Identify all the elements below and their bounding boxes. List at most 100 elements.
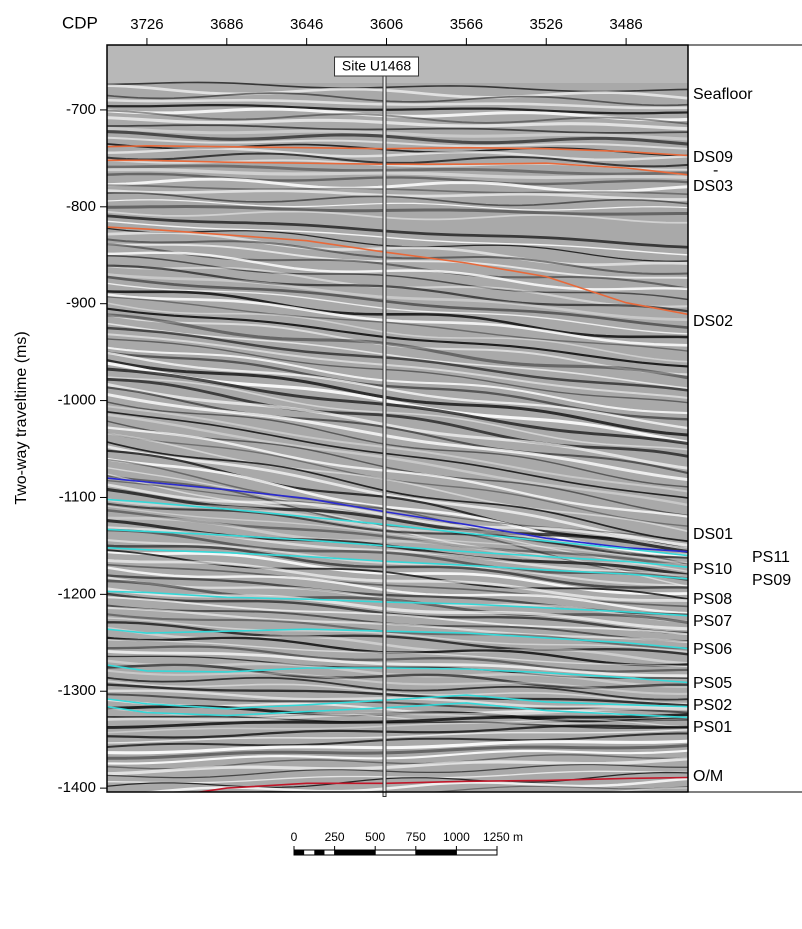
seismic-reflector xyxy=(107,729,688,744)
seismic-reflector xyxy=(107,663,688,689)
seismic-reflector xyxy=(107,326,688,392)
scale-label: 500 xyxy=(365,830,385,844)
seismic-reflector xyxy=(140,777,688,792)
seismic-reflector xyxy=(107,136,688,150)
seismic-reflector xyxy=(107,126,688,141)
horizon-label: PS05 xyxy=(693,675,732,692)
site-label-box xyxy=(334,56,420,77)
seismic-reflector xyxy=(107,566,688,615)
seismic-reflector xyxy=(107,177,688,194)
seismic-reflector xyxy=(107,367,688,446)
seismic-reflector xyxy=(107,172,688,186)
horizon-label: PS01 xyxy=(693,719,732,736)
seismic-reflector xyxy=(107,184,688,196)
seismic-reflector xyxy=(102,805,690,819)
y-tick-label: -900 xyxy=(66,295,96,312)
seismic-reflector xyxy=(107,596,688,636)
seismic-reflector xyxy=(102,822,690,836)
seismic-reflector xyxy=(102,815,690,830)
scale-segment xyxy=(415,850,457,855)
x-tick-label: 3486 xyxy=(609,16,642,33)
seismic-reflector xyxy=(107,103,688,115)
seismic-reflector xyxy=(245,785,688,792)
seismic-reflector xyxy=(102,825,690,840)
seismic-reflector xyxy=(107,649,688,678)
seismic-reflector xyxy=(107,377,688,458)
seismic-reflector xyxy=(107,382,688,470)
seismic-reflector xyxy=(107,376,688,451)
seismic-reflector xyxy=(107,621,688,656)
horizon-label: PS10 xyxy=(693,561,732,578)
seismic-reflector xyxy=(107,358,688,437)
seismic-reflector xyxy=(107,502,688,559)
scale-subsegment xyxy=(294,850,305,855)
scale-label: 0 xyxy=(291,830,298,844)
seismic-reflector xyxy=(107,204,688,216)
y-tick-label: -1200 xyxy=(58,585,96,602)
seismic-reflector xyxy=(107,333,688,400)
seismic-reflector xyxy=(107,346,688,415)
seismic-reflector xyxy=(107,445,688,547)
scale-label: 250 xyxy=(325,830,345,844)
seismic-reflector xyxy=(107,254,688,301)
seismic-texture xyxy=(102,81,690,840)
seismic-reflector xyxy=(107,282,688,335)
horizon-label: DS03 xyxy=(693,178,733,195)
seismic-reflector xyxy=(107,386,688,475)
seismic-reflector xyxy=(107,92,688,107)
seismic-reflector xyxy=(107,639,688,668)
seismic-reflector xyxy=(107,290,688,339)
seismic-reflector xyxy=(107,405,688,493)
x-tick-label: 3686 xyxy=(210,16,243,33)
scale-label: 1250 m xyxy=(483,830,523,844)
seismic-reflector xyxy=(102,811,690,827)
seismic-reflector xyxy=(107,152,688,168)
seismic-reflector xyxy=(107,314,688,376)
seismic-reflector xyxy=(107,227,688,262)
seismic-reflector xyxy=(107,413,688,507)
seismic-reflector xyxy=(107,739,688,755)
horizon-label: PS02 xyxy=(693,697,732,714)
seismic-reflector xyxy=(107,192,688,207)
seismic-reflector xyxy=(107,220,688,256)
seismic-reflector xyxy=(107,238,688,275)
seismic-reflector xyxy=(107,539,688,587)
seismic-reflector xyxy=(107,107,688,122)
x-tick-label: 3526 xyxy=(530,16,563,33)
x-tick-label: 3566 xyxy=(450,16,483,33)
seismic-reflector xyxy=(102,801,690,816)
seismic-reflector xyxy=(107,432,688,533)
seismic-reflector xyxy=(107,116,688,131)
seismic-reflector xyxy=(107,231,688,267)
seismic-reflector xyxy=(107,441,688,543)
seismic-reflector xyxy=(107,322,688,389)
seismic-reflector xyxy=(107,168,688,180)
seismic-reflector xyxy=(107,771,688,789)
horizon-label: DS09 xyxy=(693,149,733,166)
scale-subsegment xyxy=(314,850,325,855)
horizon-label: DS01 xyxy=(693,526,733,543)
seismic-reflector xyxy=(107,487,688,554)
y-tick-label: -1100 xyxy=(59,488,96,505)
seismic-reflector xyxy=(107,147,688,161)
seismic-reflector xyxy=(107,84,688,100)
seismic-reflector xyxy=(107,509,688,568)
seismic-reflector xyxy=(107,544,688,589)
scale-label: 750 xyxy=(406,830,426,844)
seismic-reflector xyxy=(107,275,688,329)
seismic-reflector xyxy=(107,479,688,542)
seismic-reflector xyxy=(107,426,688,518)
seismic-reflector xyxy=(107,579,688,624)
seismic-reflector xyxy=(107,313,688,380)
seismic-reflector xyxy=(107,251,688,291)
seismic-reflector xyxy=(107,243,688,279)
seismic-reflector xyxy=(107,458,688,566)
seismic-reflector xyxy=(107,401,688,488)
horizon-label: - xyxy=(713,162,718,179)
seismic-reflector xyxy=(107,559,688,602)
y-tick-label: -1300 xyxy=(58,682,96,699)
seismic-reflector xyxy=(107,98,688,110)
horizon-label: DS02 xyxy=(693,313,733,330)
scale-segment xyxy=(334,850,376,855)
y-tick-label: -1000 xyxy=(58,392,96,409)
